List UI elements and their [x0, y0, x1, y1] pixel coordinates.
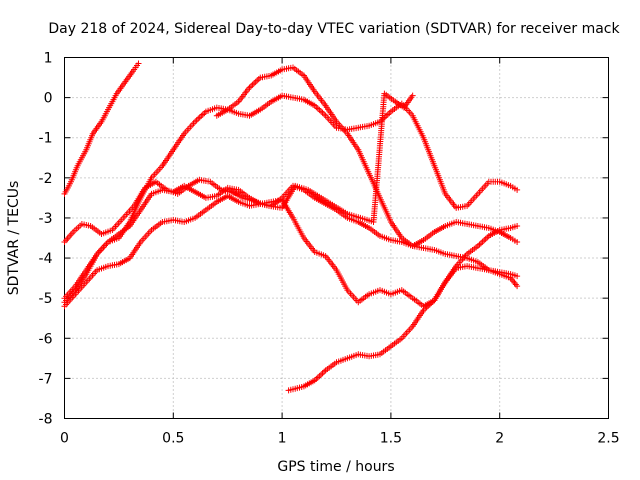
y-tick-label: -2 — [39, 171, 53, 187]
series-s2 — [61, 176, 242, 245]
x-axis-label: GPS time / hours — [277, 459, 394, 475]
series-marks — [61, 192, 521, 310]
series-marks — [61, 60, 142, 197]
series-s8 — [226, 90, 416, 225]
y-tick-label: -8 — [39, 412, 53, 428]
series-s1 — [61, 60, 142, 197]
x-tick-label: 0.5 — [162, 431, 184, 447]
y-tick-label: -1 — [39, 131, 53, 147]
chart-title: Day 218 of 2024, Sidereal Day-to-day VTE… — [48, 21, 620, 37]
x-tick-label: 2 — [495, 431, 504, 447]
series-layer — [61, 60, 521, 394]
x-tick-label: 1.5 — [380, 431, 402, 447]
series-s6 — [213, 64, 521, 249]
series-marks — [61, 176, 242, 245]
x-tick-label: 1 — [278, 431, 287, 447]
y-tick-labels: -8 -7 -6 -5 -4 -3 -2 -1 0 1 — [39, 51, 53, 428]
y-tick-label: 1 — [44, 51, 53, 67]
grid — [64, 57, 609, 419]
axis-ticks — [64, 57, 609, 419]
series-marks — [226, 90, 416, 225]
y-tick-label: -7 — [39, 371, 53, 387]
x-tick-label: 0 — [60, 431, 69, 447]
y-tick-label: 0 — [44, 91, 53, 107]
y-axis-label: SDTVAR / TECUs — [6, 181, 22, 296]
y-tick-label: -6 — [39, 331, 53, 347]
series-marks — [285, 222, 521, 394]
series-marks — [213, 64, 521, 249]
x-tick-labels: 0 0.5 1 1.5 2 2.5 — [60, 431, 620, 447]
plot-frame — [64, 57, 609, 419]
series-s7 — [285, 222, 521, 394]
x-tick-label: 2.5 — [597, 431, 619, 447]
series-s4 — [61, 192, 521, 310]
y-tick-label: -3 — [39, 211, 53, 227]
y-tick-label: -5 — [39, 291, 53, 307]
y-tick-label: -4 — [39, 251, 53, 267]
